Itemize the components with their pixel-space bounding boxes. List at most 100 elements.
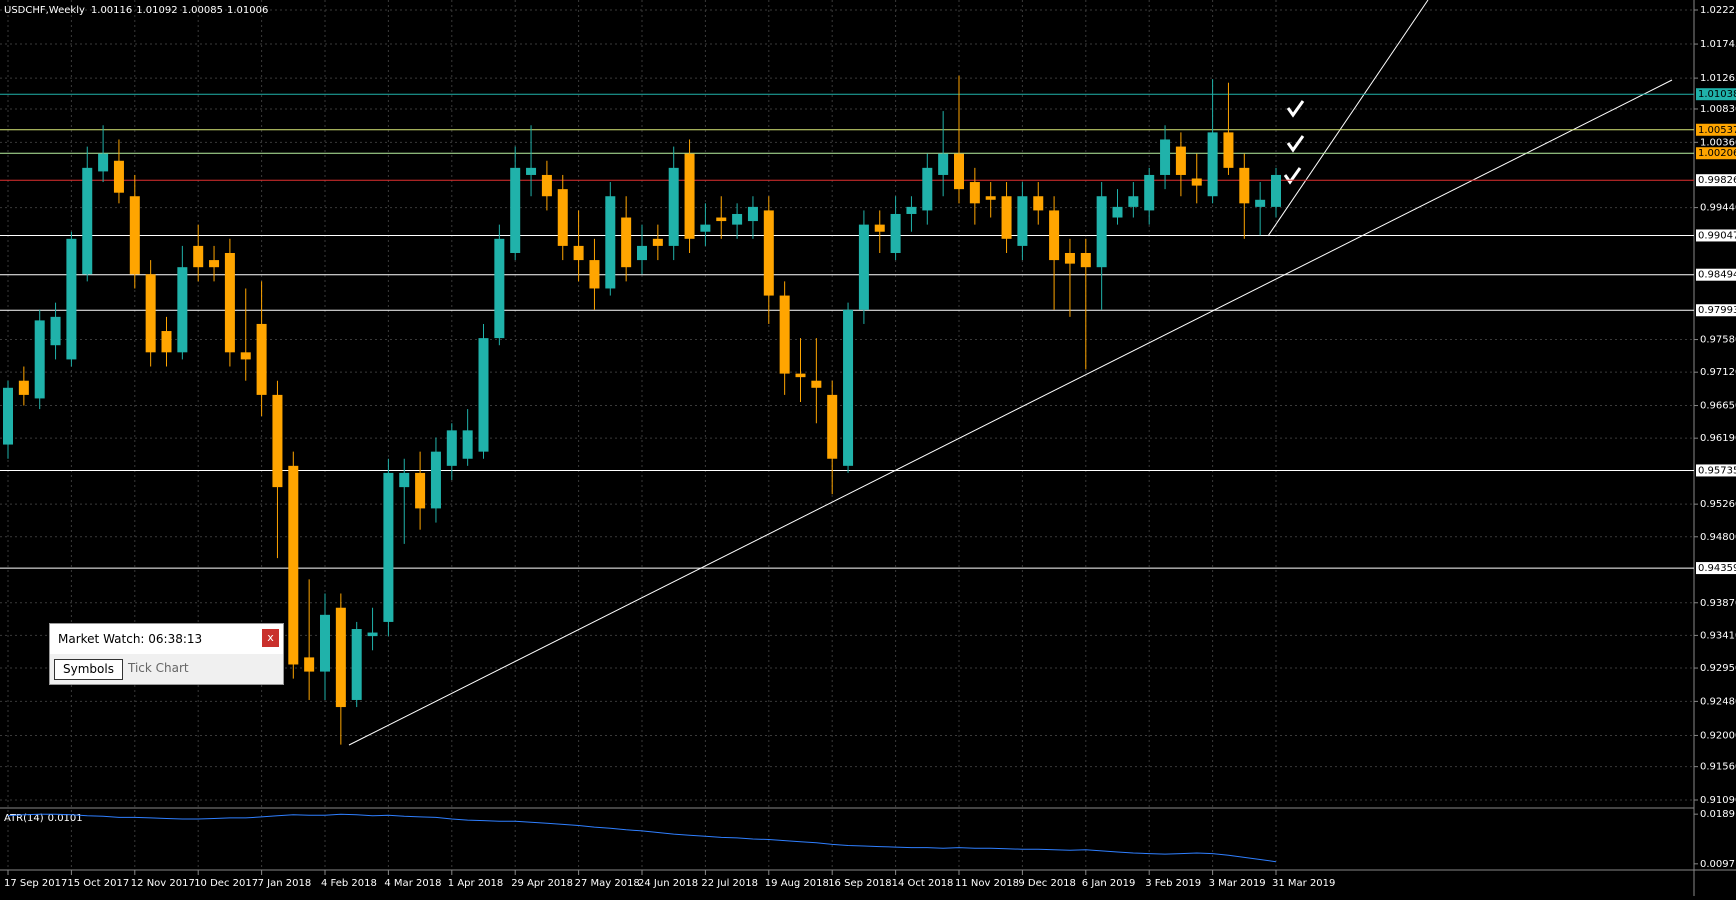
candle-body — [890, 213, 901, 253]
indicator-current: 0.0101 — [48, 813, 83, 824]
candle-body — [510, 167, 521, 253]
trendline — [1267, 0, 1429, 237]
x-tick-label: 22 Jul 2018 — [701, 878, 758, 889]
level-label-box — [1696, 562, 1736, 575]
x-tick-label: 4 Feb 2018 — [321, 878, 377, 889]
candle-body — [18, 380, 29, 395]
level-label: 0.95735 — [1698, 465, 1736, 476]
x-tick-label: 14 Oct 2018 — [892, 878, 954, 889]
candle-body — [494, 238, 505, 339]
level-label-box — [1696, 123, 1736, 136]
x-tick-label: 12 Nov 2017 — [131, 878, 195, 889]
tab[interactable]: Tick Chart — [128, 661, 189, 675]
level-label: 0.99047 — [1698, 230, 1736, 241]
candle-body — [1001, 196, 1012, 239]
candle-body — [1191, 178, 1202, 186]
x-tick-label: 24 Jun 2018 — [638, 878, 698, 889]
candle-body — [351, 629, 362, 700]
y-tick-label: 1.02225 — [1700, 5, 1736, 16]
candle-body — [1096, 196, 1107, 268]
candle-body — [795, 373, 806, 378]
y-tick-label: 1.01265 — [1700, 73, 1736, 84]
x-tick-label: 17 Sep 2017 — [4, 878, 67, 889]
candle-body — [1144, 174, 1155, 211]
market-watch[interactable]: Market Watch: 06:38:13 x Symbols Tick Ch… — [49, 623, 284, 685]
candle-body — [1255, 199, 1266, 207]
x-tick-label: 7 Jan 2018 — [258, 878, 312, 889]
candle-body — [3, 387, 13, 445]
candle-body — [177, 267, 188, 353]
tab[interactable]: Symbols — [54, 659, 123, 680]
candle-body — [557, 189, 568, 246]
level-label-box — [1696, 464, 1736, 477]
x-tick-label: 6 Jan 2019 — [1082, 878, 1136, 889]
candle-body — [66, 238, 77, 360]
candle-body — [209, 260, 220, 268]
y-tick-label: 1.01745 — [1700, 39, 1736, 50]
candle-body — [1207, 132, 1218, 197]
candle-body — [415, 472, 426, 509]
candle-body — [320, 614, 330, 672]
candle-body — [811, 380, 822, 388]
candle-body — [969, 182, 980, 204]
candle-body — [732, 213, 743, 225]
indicator-header: ATR(14) 0.0101 — [4, 813, 83, 824]
candle-body — [700, 224, 711, 232]
close-button[interactable]: x — [262, 629, 279, 647]
candle-body — [399, 472, 410, 488]
candle-body — [589, 260, 600, 289]
candle-body — [1080, 252, 1091, 268]
level-label-box — [1696, 268, 1736, 281]
indicator-line — [7, 813, 1277, 863]
candle-body — [747, 206, 758, 222]
x-tick-label: 4 Mar 2018 — [384, 878, 441, 889]
x-tick-label: 3 Feb 2019 — [1145, 878, 1201, 889]
level-label: 0.99826 — [1698, 175, 1736, 186]
candle-body — [843, 309, 854, 466]
level-label-box — [1696, 229, 1736, 242]
y-tick-label: 0.0189 — [1700, 809, 1735, 820]
candle-body — [383, 472, 394, 622]
candle-body — [1175, 146, 1186, 175]
level-label: 1.00537 — [1698, 125, 1736, 136]
candle-body — [684, 153, 695, 239]
candle-body — [82, 167, 93, 275]
candle-body — [637, 245, 647, 261]
candle-body — [98, 153, 109, 172]
header: USDCHF,Weekly 1.00116 1.01092 1.00085 1.0100… — [4, 5, 268, 16]
candle-body — [827, 394, 838, 459]
candle-body — [1128, 196, 1139, 207]
level-label-box — [1696, 88, 1736, 101]
header-value: 1.01006 — [227, 5, 268, 16]
x-tick-label: 9 Dec 2018 — [1018, 878, 1076, 889]
candle-body — [129, 196, 140, 275]
candle-body — [113, 160, 124, 193]
header-value: 1.00116 — [91, 5, 132, 16]
candle-body — [1223, 132, 1234, 168]
candle-body — [240, 352, 251, 360]
level-label: 1.01038 — [1698, 89, 1736, 100]
candle-body — [335, 607, 346, 708]
candle-body — [446, 430, 457, 466]
candle-body — [224, 252, 235, 353]
level-label: 1.00206 — [1698, 148, 1736, 159]
header-value: 1.00085 — [182, 5, 223, 16]
candle-body — [668, 167, 679, 246]
header-value: 1.01092 — [136, 5, 177, 16]
checkmarks — [1283, 100, 1305, 185]
candle-body — [874, 224, 885, 232]
candle-body — [1271, 174, 1281, 207]
candle-body — [573, 245, 584, 261]
candle-body — [954, 153, 964, 190]
candle-body — [145, 274, 156, 353]
candle-body — [541, 174, 552, 197]
x-tick-label: 31 Mar 2019 — [1272, 878, 1335, 889]
y-tick-label: 1.00830 — [1700, 104, 1736, 115]
candle-body — [1064, 252, 1075, 264]
